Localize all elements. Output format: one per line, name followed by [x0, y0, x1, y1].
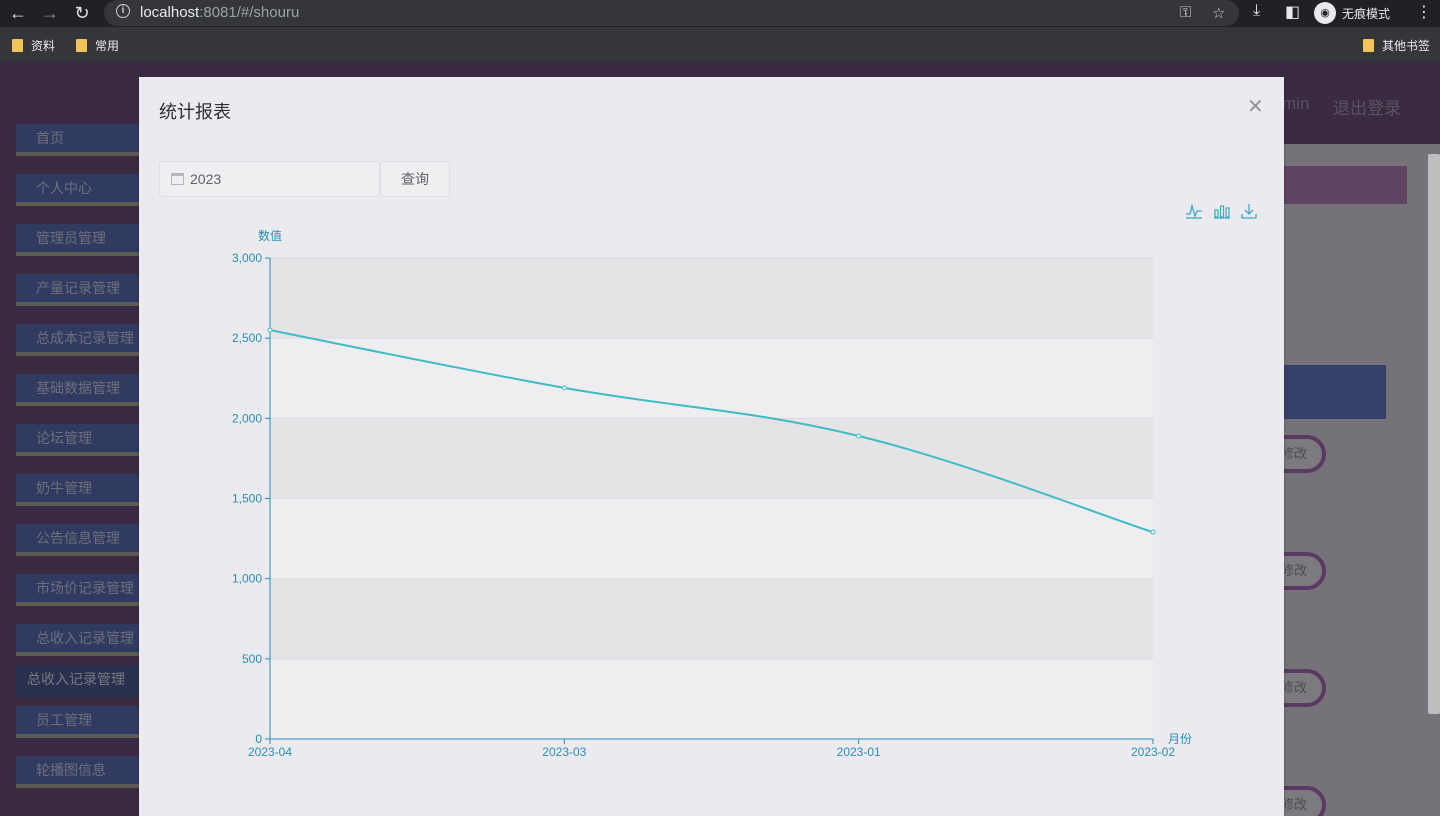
site-info-icon[interactable]: i — [116, 4, 130, 18]
logout-link[interactable]: 退出登录 — [1333, 99, 1401, 118]
y-tick-label: 500 — [242, 652, 262, 666]
sidebar-item-cost[interactable]: 总成本记录管理 — [16, 324, 139, 356]
forward-icon[interactable]: → — [41, 3, 59, 23]
page-scrollbar[interactable] — [1428, 154, 1440, 714]
sidebar-subitem-income[interactable]: 总收入记录管理 — [16, 665, 139, 697]
line-chart-icon[interactable] — [1185, 202, 1203, 220]
header-username: min — [1282, 94, 1310, 113]
folder-icon — [12, 39, 23, 52]
incognito-icon: ◉ — [1314, 2, 1336, 24]
table-header — [1284, 365, 1386, 419]
address-bar[interactable]: i localhost:8081/#/shouru ⚿ ☆ — [104, 0, 1239, 26]
dialog-title: 统计报表 — [159, 102, 231, 122]
sidebar-item-staff[interactable]: 员工管理 — [16, 706, 139, 738]
y-axis-name: 数值 — [258, 228, 282, 243]
sidebar-item-notices[interactable]: 公告信息管理 — [16, 524, 139, 556]
line-chart: 0 500 1,000 1,500 2,000 2,500 3,000 2023-04 2023… — [232, 228, 1192, 759]
sidebar-item-cows[interactable]: 奶牛管理 — [16, 474, 139, 506]
other-bookmarks[interactable]: 其他书签 — [1363, 37, 1430, 54]
bookmarks-bar: 资料 常用 其他书签 — [0, 27, 1440, 62]
data-point — [267, 327, 273, 333]
sidepanel-icon[interactable]: ◧ — [1285, 4, 1301, 21]
x-tick-label: 2023-01 — [837, 745, 881, 759]
download-icon[interactable]: ⤓ — [1253, 2, 1261, 19]
x-tick-label: 2023-02 — [1131, 745, 1175, 759]
y-tick-label: 0 — [255, 732, 262, 746]
key-icon[interactable]: ⚿ — [1180, 4, 1192, 21]
bookmark-folder[interactable]: 常用 — [76, 37, 119, 54]
reload-icon[interactable]: ↻ — [74, 3, 90, 23]
x-tick-label: 2023-03 — [542, 745, 586, 759]
series-line — [269, 329, 1154, 534]
browser-toolbar: ← → ↻ i localhost:8081/#/shouru ⚿ ☆ ⤓ ◧ … — [0, 0, 1440, 27]
sidebar-item-basic-data[interactable]: 基础数据管理 — [16, 374, 139, 406]
sidebar-item-admins[interactable]: 管理员管理 — [16, 224, 139, 256]
sidebar-item-home[interactable]: 首页 — [16, 124, 139, 156]
x-axis-name: 月份 — [1168, 732, 1192, 746]
back-icon[interactable]: ← — [9, 3, 27, 23]
sidebar-item-forum[interactable]: 论坛管理 — [16, 424, 139, 456]
data-point — [1150, 529, 1156, 535]
sidebar: 首页 个人中心 管理员管理 产量记录管理 总成本记录管理 基础数据管理 论坛管理… — [0, 124, 139, 816]
split-area-band — [270, 578, 1153, 659]
y-tick-label: 2,000 — [232, 411, 262, 425]
sidebar-item-market-price[interactable]: 市场价记录管理 — [16, 574, 139, 606]
split-area-band — [270, 658, 1153, 739]
sidebar-item-carousel[interactable]: 轮播图信息 — [16, 756, 139, 788]
folder-icon — [1363, 39, 1374, 52]
calendar-icon — [171, 173, 184, 185]
y-tick-label: 2,500 — [232, 331, 262, 345]
year-input[interactable] — [190, 162, 375, 196]
folder-icon — [76, 39, 87, 52]
bookmark-folder[interactable]: 资料 — [12, 37, 55, 54]
incognito-label: 无痕模式 — [1342, 6, 1391, 21]
y-tick-label: 1,000 — [232, 572, 262, 586]
data-point — [856, 433, 862, 439]
bar-chart-icon[interactable] — [1213, 202, 1231, 220]
star-icon[interactable]: ☆ — [1212, 5, 1226, 22]
content-toolbar — [1284, 166, 1407, 204]
split-area-band — [270, 498, 1153, 579]
statistics-dialog: 统计报表 ✕ 查询 0 500 1,000 1,500 2,000 2,500 3,000 2… — [139, 77, 1284, 816]
sidebar-item-income[interactable]: 总收入记录管理 — [16, 624, 139, 656]
url-text[interactable]: localhost:8081/#/shouru — [140, 4, 300, 21]
menu-icon[interactable]: ⋮ — [1416, 4, 1432, 21]
sidebar-item-output[interactable]: 产量记录管理 — [16, 274, 139, 306]
x-tick-label: 2023-04 — [248, 745, 292, 759]
y-tick-label: 3,000 — [232, 251, 262, 265]
download-icon[interactable] — [1240, 202, 1258, 220]
split-area-band — [270, 338, 1153, 419]
split-area-band — [270, 258, 1153, 339]
close-icon[interactable]: ✕ — [1247, 96, 1264, 118]
split-area-band — [270, 418, 1153, 499]
query-button[interactable]: 查询 — [380, 161, 450, 197]
incognito-indicator[interactable]: ◉ 无痕模式 — [1314, 1, 1390, 25]
data-point — [561, 385, 567, 391]
year-picker[interactable] — [159, 161, 380, 197]
y-tick-label: 1,500 — [232, 492, 262, 506]
sidebar-item-profile[interactable]: 个人中心 — [16, 174, 139, 206]
